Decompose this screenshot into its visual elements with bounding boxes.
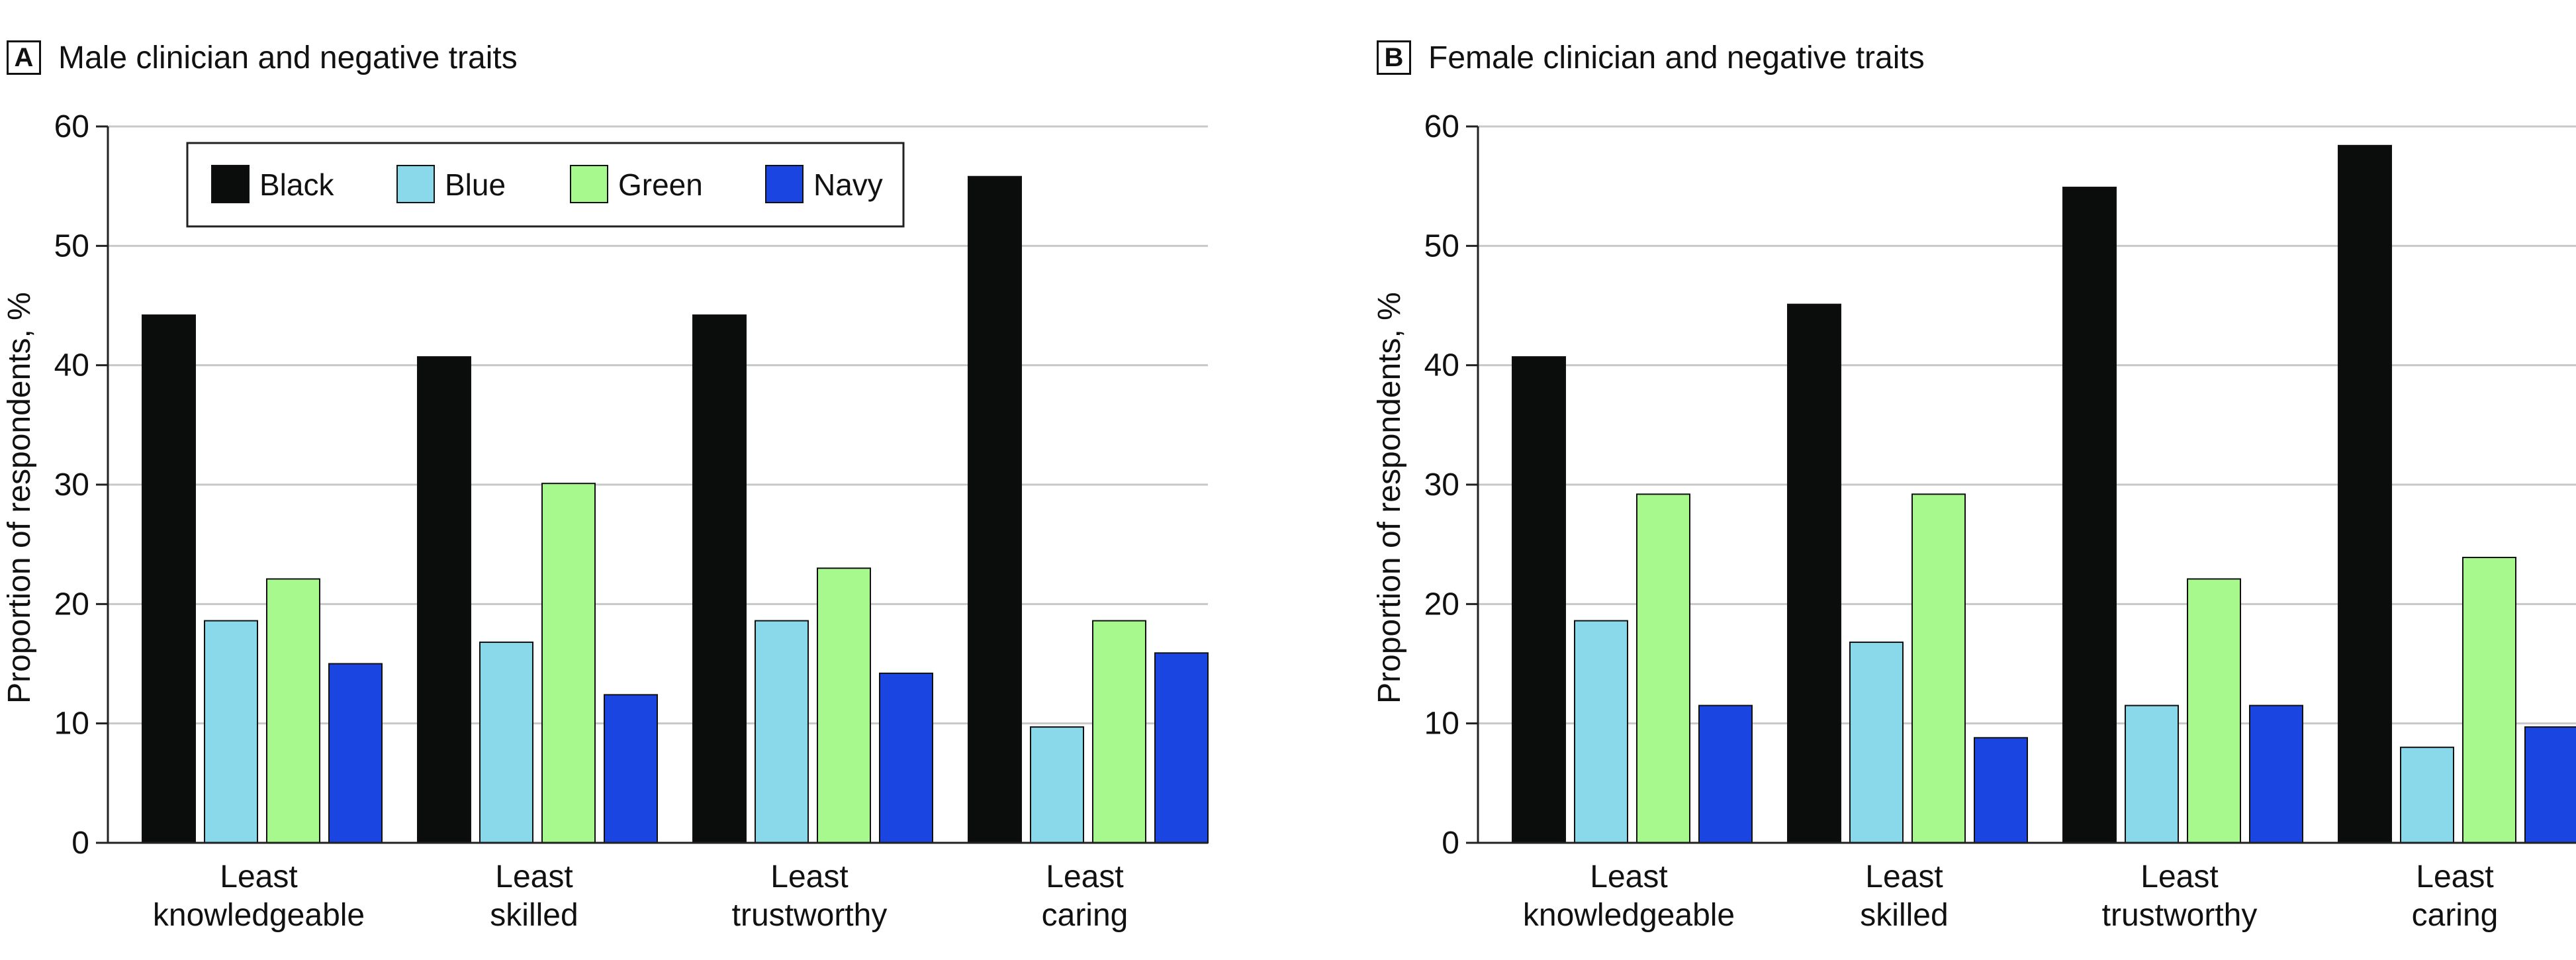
y-tick-label-50: 50 (1424, 228, 1459, 264)
bar-blue-least-skilled (1849, 642, 1904, 843)
legend-swatch-black (211, 165, 250, 203)
bar-blue-least-caring (2400, 746, 2454, 843)
y-tick-label-40: 40 (1424, 348, 1459, 383)
y-tick-label-10: 10 (1424, 706, 1459, 742)
x-category-label-least-trustworthy: Least trustworthy (2102, 859, 2258, 933)
legend-label-blue: Blue (445, 168, 506, 202)
panel-b: B Female clinician and negative traits 0… (1370, 0, 2576, 960)
panel-a-title: Male clinician and negative traits (58, 40, 518, 75)
panel-b-title: Female clinician and negative traits (1428, 40, 1925, 75)
y-tick-label-0: 0 (71, 826, 89, 861)
legend-swatch-green (570, 165, 608, 203)
y-tick-label-0: 0 (1442, 826, 1459, 861)
bar-green-least-knowledgeable (1636, 493, 1690, 843)
bar-green-least-trustworthy (2187, 578, 2241, 843)
panel-a-letter: A (7, 40, 41, 75)
bar-navy-least-skilled (604, 694, 658, 844)
bar-black-least-trustworthy (692, 314, 747, 843)
bar-green-least-caring (2462, 557, 2516, 844)
bar-blue-least-knowledgeable (1574, 620, 1628, 844)
x-category-label-least-skilled: Least skilled (490, 859, 578, 933)
y-axis-title: Proportion of respondents, % (2, 292, 37, 704)
bar-navy-least-caring (1154, 652, 1209, 844)
bar-black-least-knowledgeable (1512, 356, 1566, 843)
bar-navy-least-knowledgeable (1698, 704, 1753, 844)
x-category-label-least-knowledgeable: Least knowledgeable (1523, 859, 1735, 933)
bar-black-least-caring (2338, 144, 2392, 843)
x-category-label-least-knowledgeable: Least knowledgeable (153, 859, 365, 933)
y-tick-label-30: 30 (54, 467, 89, 503)
bar-black-least-trustworthy (2062, 186, 2117, 844)
x-category-label-least-trustworthy: Least trustworthy (732, 859, 888, 933)
bar-blue-least-trustworthy (2125, 704, 2179, 844)
bar-blue-least-caring (1030, 726, 1084, 843)
y-tick-label-50: 50 (54, 228, 89, 264)
panel-b-header: B Female clinician and negative traits (1377, 34, 1925, 81)
x-category-label-least-skilled: Least skilled (1860, 859, 1948, 933)
y-tick-label-60: 60 (1424, 109, 1459, 144)
bar-green-least-caring (1092, 620, 1146, 844)
chart-a: 0 10 20 30 40 50 60 Least knowledgeable Least skil… (2, 109, 1209, 933)
y-tick-label-20: 20 (1424, 587, 1459, 622)
legend-label-navy: Navy (813, 168, 883, 202)
y-tick-label-30: 30 (1424, 467, 1459, 503)
bar-blue-least-skilled (479, 642, 533, 843)
panel-b-letter: B (1377, 40, 1411, 75)
panel-a: A Male clinician and negative traits 0 10… (2, 34, 1209, 933)
legend-swatch-blue (396, 165, 435, 203)
panel-a-header: A Male clinician and negative traits (7, 34, 518, 81)
bar-navy-least-caring (2524, 726, 2576, 843)
legend: Black Blue Green Navy (186, 142, 905, 228)
y-tick-label-10: 10 (54, 706, 89, 742)
bar-green-least-skilled (541, 483, 596, 843)
bar-black-least-skilled (417, 356, 471, 843)
bar-black-least-caring (968, 175, 1022, 843)
y-tick-label-40: 40 (54, 348, 89, 383)
bar-green-least-skilled (1911, 493, 1966, 843)
bar-green-least-knowledgeable (266, 578, 320, 843)
legend-label-green: Green (618, 168, 703, 202)
chart-b: 0 10 20 30 40 50 60 Least knowledgeable Least skil… (1372, 109, 2576, 933)
bar-blue-least-knowledgeable (204, 620, 258, 844)
y-tick-label-60: 60 (54, 109, 89, 144)
bar-black-least-skilled (1787, 303, 1841, 843)
y-axis-title: Proportion of respondents, % (1372, 292, 1407, 704)
bar-navy-least-trustworthy (2249, 704, 2303, 844)
legend-label-black: Black (259, 168, 334, 202)
bar-green-least-trustworthy (817, 567, 871, 843)
y-tick-label-20: 20 (54, 587, 89, 622)
bar-blue-least-trustworthy (755, 620, 809, 844)
bar-navy-least-trustworthy (879, 672, 933, 844)
bar-navy-least-knowledgeable (328, 663, 383, 843)
legend-swatch-navy (765, 165, 804, 203)
bar-navy-least-skilled (1974, 737, 2028, 843)
x-category-label-least-caring: Least caring (1042, 859, 1128, 933)
bar-black-least-knowledgeable (142, 314, 196, 843)
x-category-label-least-caring: Least caring (2412, 859, 2499, 933)
